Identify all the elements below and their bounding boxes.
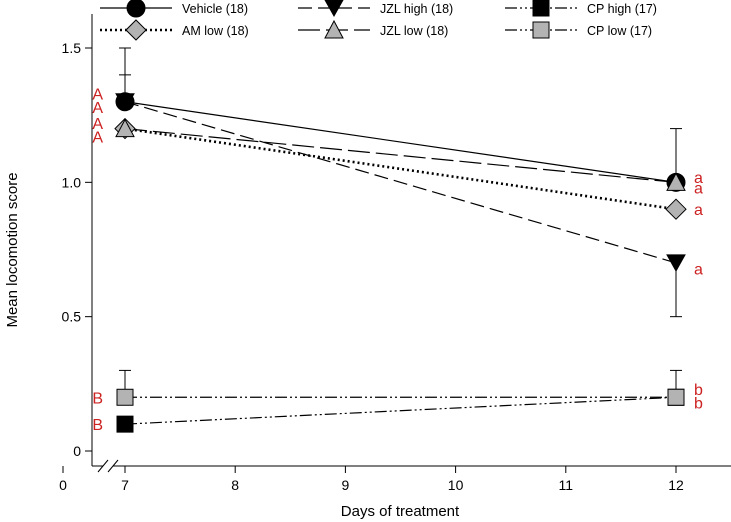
- series-line: [124, 396, 677, 425]
- legend-label: CP low (17): [587, 24, 652, 38]
- series-line: [124, 127, 677, 211]
- x-tick-label: 7: [121, 477, 129, 493]
- data-point: [665, 198, 687, 220]
- x-tick-label: 11: [559, 477, 574, 493]
- legend-label: JZL low (18): [380, 24, 448, 38]
- legend-marker: [324, 0, 344, 18]
- data-point: [116, 415, 134, 433]
- legend: Vehicle (18) AM low (18) JZL high (18) JZL …: [100, 0, 657, 41]
- significance-label: A: [92, 87, 103, 104]
- legend-marker: [532, 21, 550, 39]
- significance-label: b: [694, 382, 703, 399]
- data-point: [666, 172, 686, 191]
- data-point: [116, 388, 134, 406]
- x-axis-label: Days of treatment: [341, 503, 460, 520]
- legend-label: JZL high (18): [380, 2, 453, 16]
- series-layer: [114, 47, 687, 433]
- significance-label: A: [92, 130, 103, 147]
- legend-label: AM low (18): [182, 24, 249, 38]
- x-tick-label: 0: [59, 477, 67, 493]
- x-tick-label: 10: [448, 477, 464, 493]
- significance-label: A: [92, 116, 103, 133]
- axes: 0 0.5 1.0 1.5 0 7 8 9 10 11 12: [59, 14, 731, 493]
- series-line: [124, 101, 677, 183]
- y-tick-label: 0.5: [62, 309, 82, 325]
- significance-label: B: [92, 390, 103, 407]
- data-point: [666, 254, 686, 272]
- y-tick-label: 1.5: [62, 40, 82, 56]
- legend-marker: [532, 0, 550, 17]
- significance-label: A: [92, 100, 103, 117]
- data-point: [667, 388, 685, 406]
- legend-marker: [324, 19, 344, 39]
- data-point: [115, 118, 135, 138]
- legend-label: CP high (17): [587, 2, 657, 16]
- series-line: [124, 101, 677, 264]
- legend-marker: [126, 0, 146, 18]
- series-line: [124, 128, 677, 183]
- legend-label: Vehicle (18): [182, 2, 248, 16]
- significance-label: a: [694, 202, 703, 219]
- x-tick-label: 12: [668, 477, 684, 493]
- y-tick-label: 1.0: [62, 174, 82, 190]
- significance-label: a: [694, 261, 703, 278]
- significance-label: a: [694, 181, 703, 198]
- legend-marker: [125, 19, 147, 41]
- x-axis-break-mark: [97, 459, 109, 473]
- y-axis-label: Mean locomotion score: [4, 172, 21, 327]
- x-tick-label: 8: [231, 477, 239, 493]
- x-tick-label: 9: [342, 477, 350, 493]
- significance-label: B: [92, 417, 103, 434]
- x-axis-break-mark: [107, 459, 119, 473]
- y-tick-label: 0: [73, 443, 81, 459]
- significance-label: b: [694, 396, 703, 413]
- significance-label: a: [694, 170, 703, 187]
- data-point: [115, 93, 135, 111]
